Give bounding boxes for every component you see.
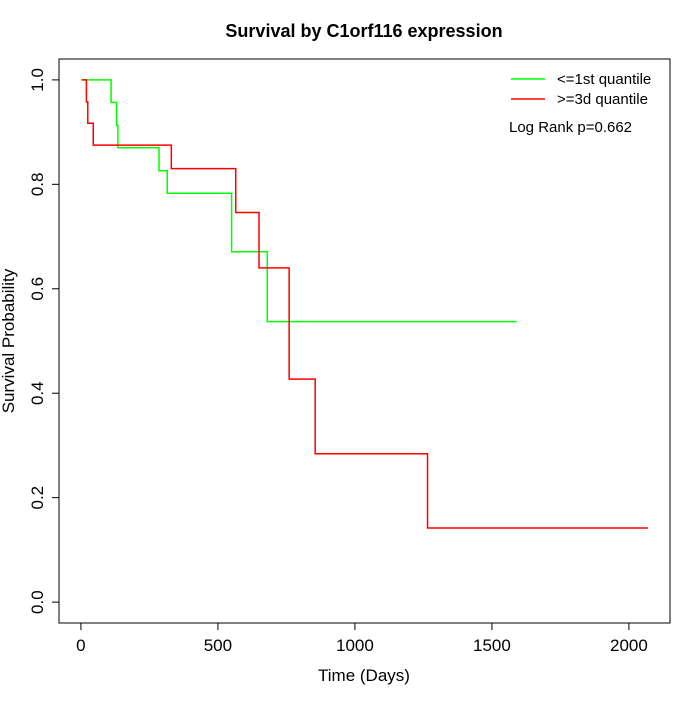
plot-frame [58,58,671,624]
y-tick-label: 0.6 [28,277,47,301]
x-tick-label: 0 [76,636,85,655]
x-tick-label: 1500 [473,636,511,655]
x-tick-label: 1000 [336,636,374,655]
survival-curve [82,79,649,529]
legend: <=1st quantile >=3d quantile [511,71,651,108]
y-axis: 0.0 0.2 0.4 0.6 0.8 1.0 [28,68,60,614]
x-axis: 0 500 1000 1500 2000 [76,622,648,655]
legend-label: <=1st quantile [557,71,651,88]
survival-curve [80,79,517,323]
y-tick-label: 0.0 [28,590,47,614]
y-tick-label: 0.4 [28,381,47,405]
y-tick-label: 1.0 [28,68,47,92]
y-tick-label: 0.2 [28,486,47,510]
y-axis-label: Survival Probability [0,268,18,413]
x-tick-label: 500 [204,636,232,655]
x-tick-label: 2000 [610,636,648,655]
log-rank-annotation: Log Rank p=0.662 [509,119,632,136]
y-tick-label: 0.8 [28,173,47,197]
series-layer [80,79,649,529]
chart-title: Survival by C1orf116 expression [225,21,502,41]
x-axis-label: Time (Days) [318,666,410,685]
legend-label: >=3d quantile [557,91,648,108]
